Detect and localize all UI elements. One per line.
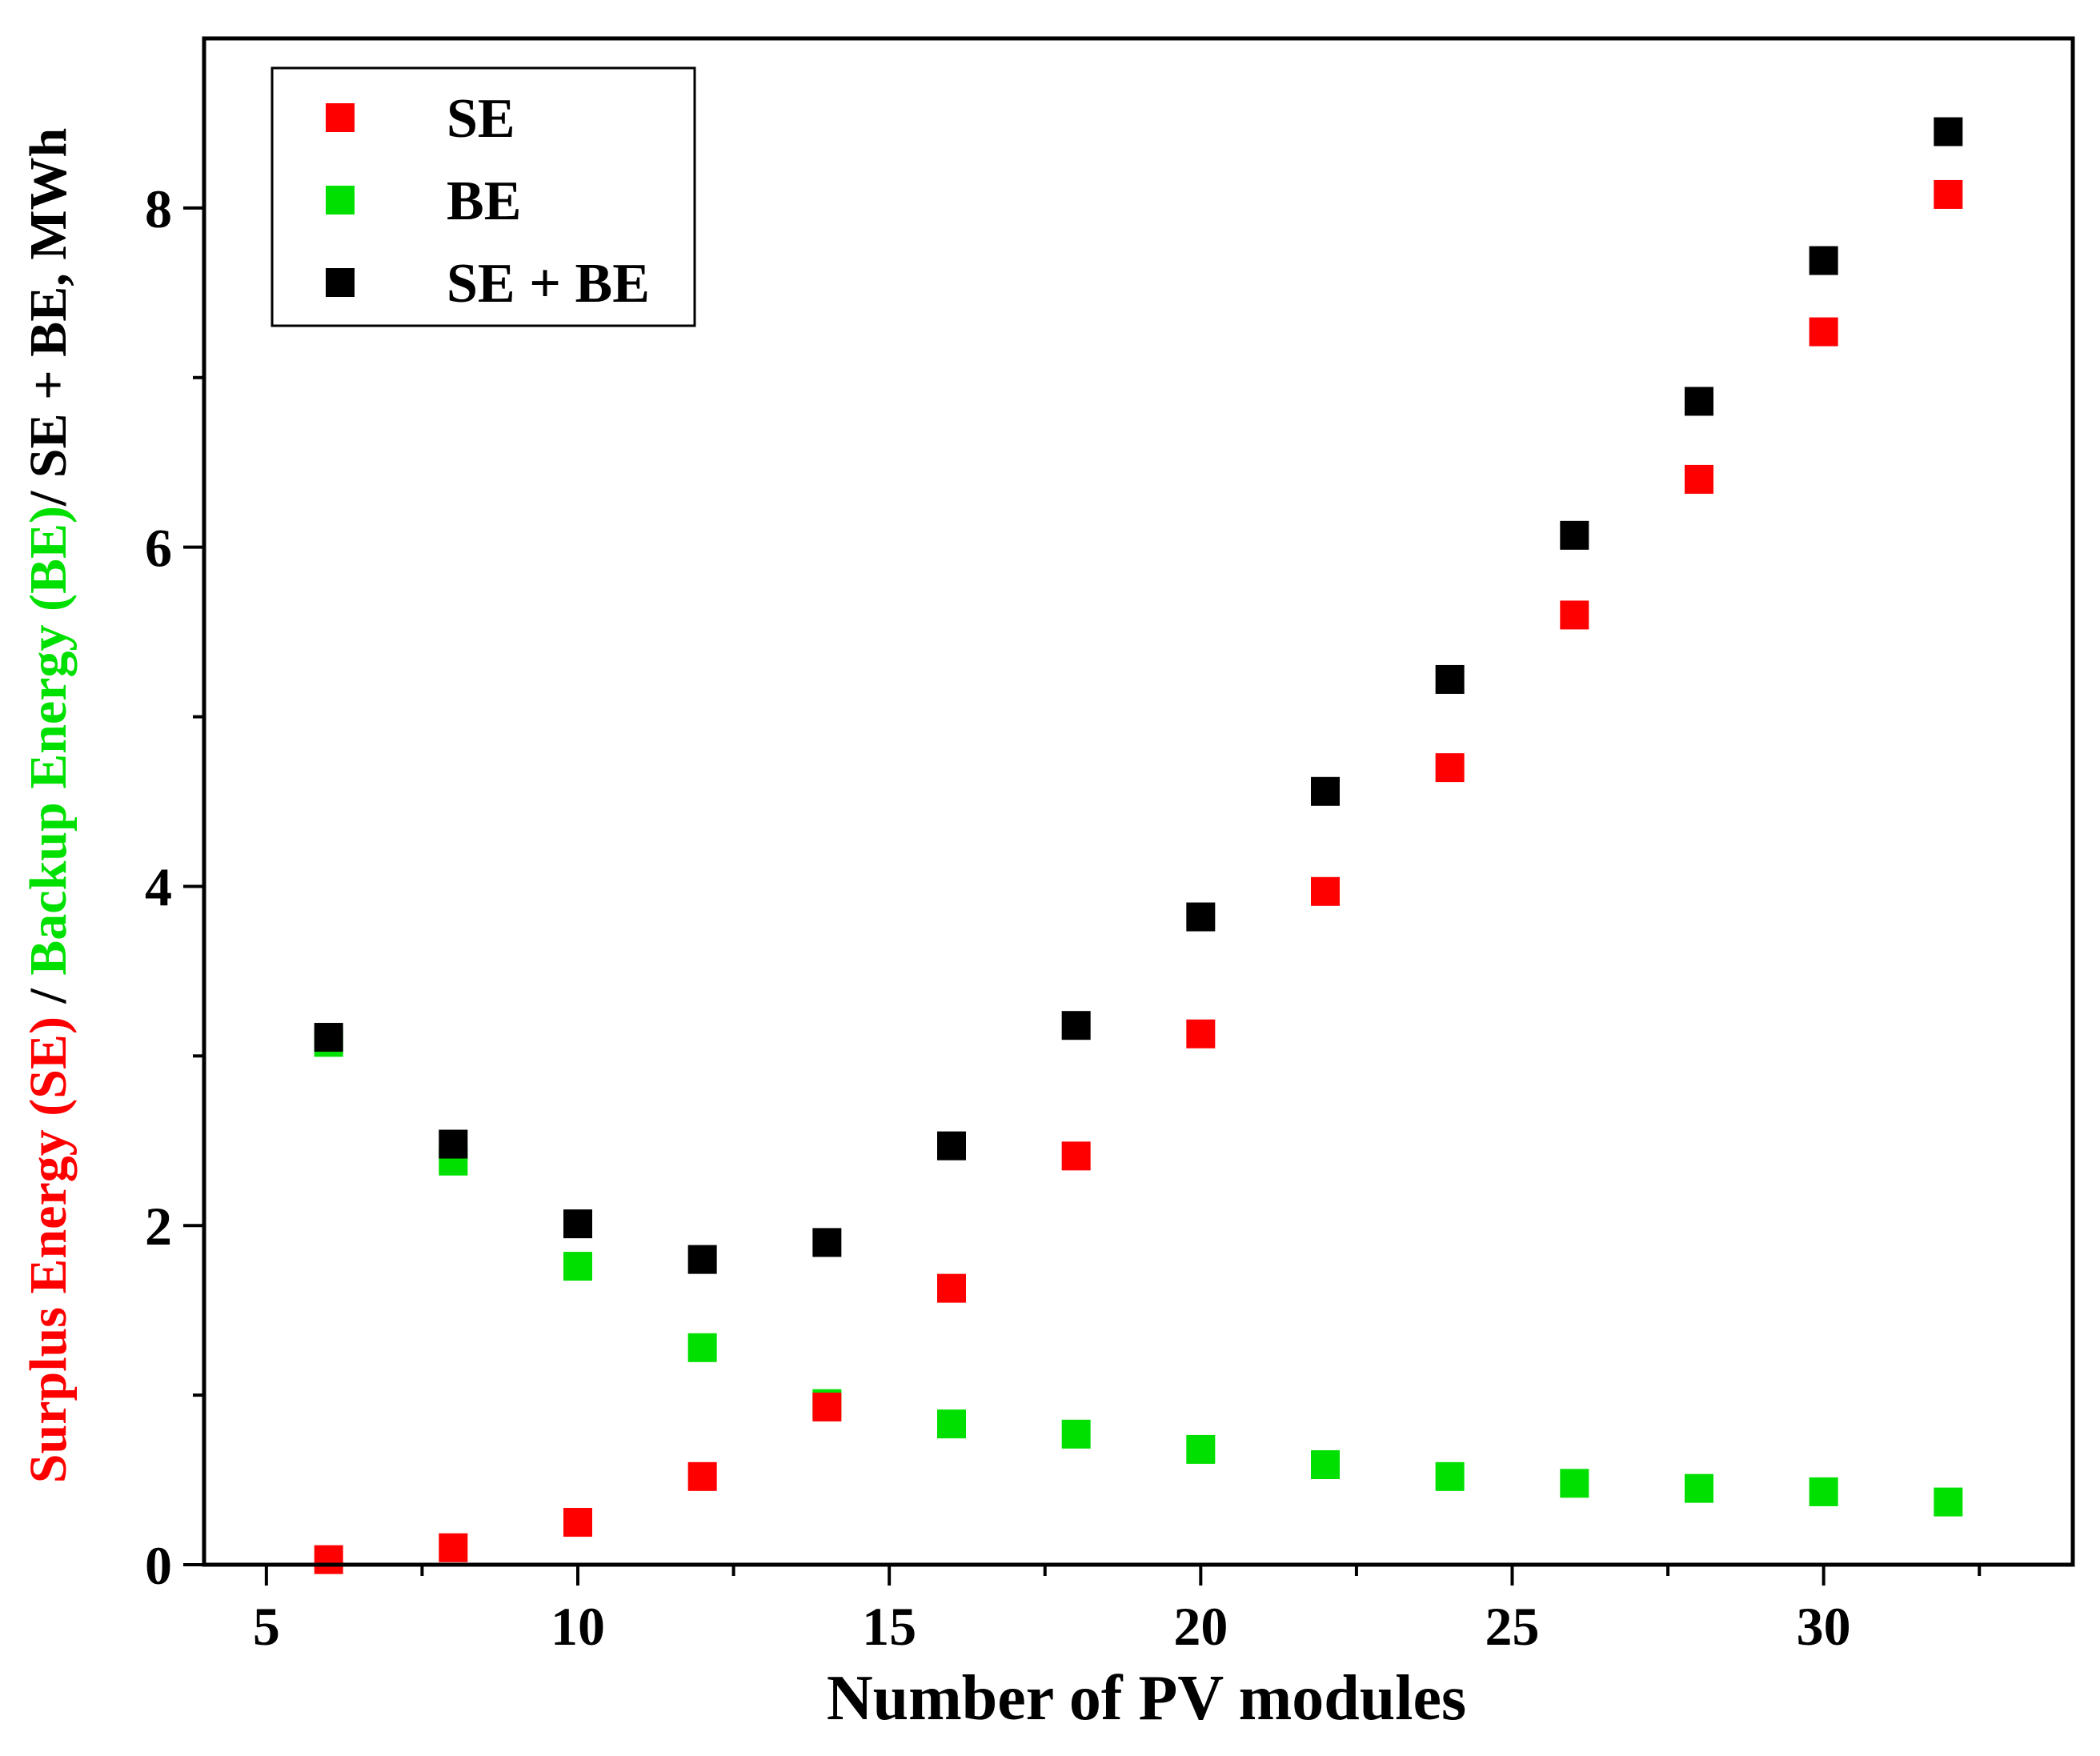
y-tick-label: 2 xyxy=(145,1196,172,1257)
y-tick-label: 0 xyxy=(145,1535,172,1596)
y-title-part-0: Surplus Energy (SE) xyxy=(19,1016,78,1483)
point-se xyxy=(812,1392,842,1421)
x-tick-label: 25 xyxy=(1485,1596,1540,1657)
point-se-be xyxy=(439,1129,468,1159)
point-se xyxy=(1311,876,1340,906)
point-be xyxy=(1186,1434,1216,1464)
point-be xyxy=(687,1333,717,1362)
point-se-be xyxy=(1311,776,1340,806)
legend-marker xyxy=(326,268,355,297)
point-se xyxy=(1809,317,1838,347)
x-tick-label: 20 xyxy=(1173,1596,1228,1657)
point-se-be xyxy=(687,1245,717,1274)
legend: SE BE SE + BE xyxy=(271,66,696,327)
point-se xyxy=(937,1273,966,1303)
x-tick-label: 30 xyxy=(1797,1596,1851,1657)
y-title-part-2: Backup Energy (BE) xyxy=(19,506,78,976)
data-points xyxy=(314,117,1963,1574)
legend-marker xyxy=(326,186,355,214)
x-tick-label: 10 xyxy=(551,1596,605,1657)
point-se xyxy=(563,1508,592,1538)
point-se xyxy=(1934,179,1963,209)
point-se xyxy=(687,1461,717,1491)
point-se xyxy=(314,1545,343,1574)
point-se xyxy=(1186,1019,1216,1048)
point-se-be xyxy=(1809,246,1838,275)
point-be xyxy=(1061,1419,1091,1449)
point-se xyxy=(1685,464,1713,494)
point-be xyxy=(1560,1469,1589,1498)
y-title-part-1: / xyxy=(19,976,78,1016)
point-se-be xyxy=(1435,664,1465,694)
y-axis-title: Surplus Energy (SE) / Backup Energy (BE)… xyxy=(19,128,78,1483)
legend-label: SE + BE xyxy=(447,253,650,315)
point-be xyxy=(937,1409,966,1439)
point-be xyxy=(1934,1487,1963,1517)
y-tick-label: 4 xyxy=(145,856,172,917)
point-se-be xyxy=(1186,902,1216,932)
x-axis-title: Number of PV modules xyxy=(827,1663,1466,1734)
legend-label: BE xyxy=(447,170,521,232)
point-se-be xyxy=(1934,117,1963,146)
point-se-be xyxy=(1061,1011,1091,1040)
point-se-be xyxy=(1560,520,1589,550)
legend-marker xyxy=(326,103,355,132)
point-se-be xyxy=(1685,387,1713,416)
point-se xyxy=(439,1533,468,1562)
y-tick-label: 6 xyxy=(145,518,172,579)
point-be xyxy=(1685,1473,1713,1503)
y-title-part-3: / SE + BE, MWh xyxy=(19,128,78,507)
point-se-be xyxy=(314,1023,343,1052)
x-tick-label: 15 xyxy=(862,1596,916,1657)
point-se xyxy=(1061,1141,1091,1171)
point-se-be xyxy=(563,1209,592,1239)
point-be xyxy=(1435,1461,1465,1491)
point-be xyxy=(1311,1449,1340,1479)
plot-frame xyxy=(202,36,2075,1567)
x-tick-label: 5 xyxy=(253,1596,280,1657)
legend-label: SE xyxy=(447,88,515,150)
point-se xyxy=(1560,600,1589,630)
point-se-be xyxy=(937,1131,966,1161)
point-se xyxy=(1435,753,1465,783)
point-se-be xyxy=(812,1228,842,1257)
point-be xyxy=(563,1252,592,1281)
y-tick-label: 8 xyxy=(145,178,172,239)
axis-labels: 5 10 15 20 25 30 0 2 4 6 8 xyxy=(145,178,1851,1657)
point-be xyxy=(1809,1477,1838,1506)
